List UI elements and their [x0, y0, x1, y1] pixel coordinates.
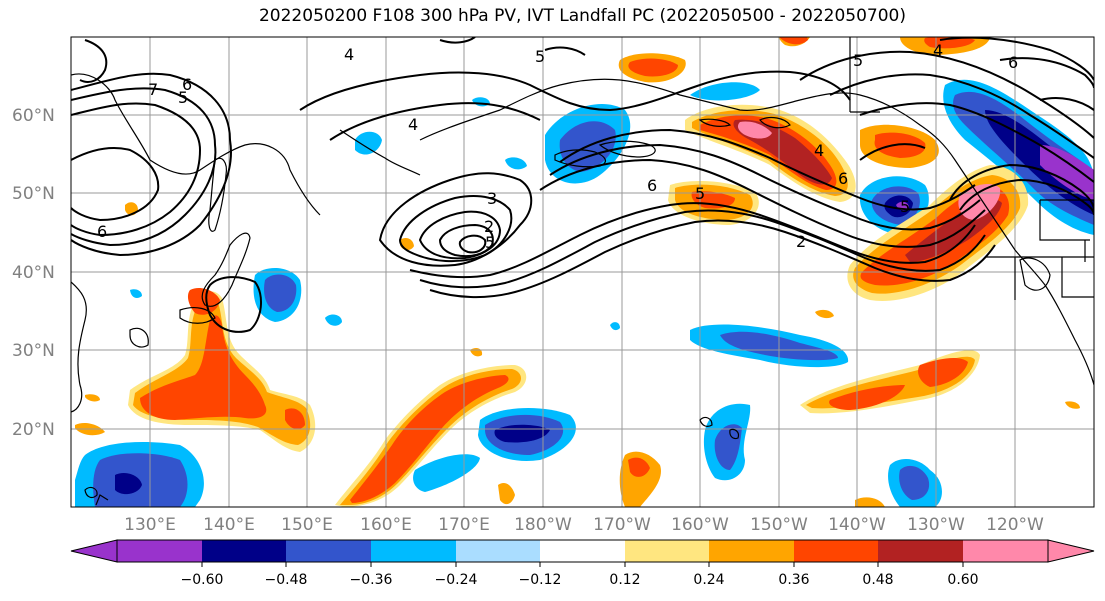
- colorbar-tick-label: −0.24: [435, 572, 478, 588]
- colorbar-tick-label: −0.12: [519, 572, 562, 588]
- colorbar-tick-label: −0.60: [181, 572, 224, 588]
- colorbar-segment: [709, 540, 794, 562]
- contour-label: 4: [408, 115, 418, 134]
- map-title: 2022050200 F108 300 hPa PV, IVT Landfall…: [258, 6, 906, 26]
- lat-label: 60°N: [12, 106, 55, 126]
- lon-label: 180°W: [514, 515, 572, 535]
- colorbar-tick-label: 0.12: [609, 572, 640, 588]
- lat-label: 20°N: [12, 420, 55, 440]
- lat-label: 40°N: [12, 263, 55, 283]
- colorbar-tick-label: 0.24: [693, 572, 724, 588]
- colorbar-segment: [117, 540, 202, 562]
- colorbar-segment: [286, 540, 371, 562]
- plot-frame: [70, 36, 1095, 508]
- contour-label: 6: [1008, 53, 1018, 72]
- lon-label: 150°E: [281, 515, 333, 535]
- colorbar-segment: [963, 540, 1048, 562]
- coastlines: [71, 37, 1094, 506]
- longitude-labels: 130°E 140°E 150°E 160°E 170°E 180°W 170°…: [124, 515, 1044, 535]
- contour-label: 5: [535, 47, 545, 66]
- shaded-field: [75, 37, 1094, 507]
- lon-label: 120°W: [986, 515, 1044, 535]
- colorbar: −0.60 −0.48 −0.36 −0.24 −0.12 0.12 0.24 …: [70, 539, 1095, 588]
- lon-label: 140°W: [828, 515, 886, 535]
- lon-label: 170°W: [593, 515, 651, 535]
- colorbar-extend-high: [1047, 539, 1095, 563]
- contour-label: 6: [647, 176, 657, 195]
- contour-labels: 7 6 5 4 5 4 3 2 5 6 5 4 6 5 4 5 6 2 6: [97, 41, 1018, 252]
- contour-label: 2: [484, 217, 494, 236]
- contour-label: 5: [178, 88, 188, 107]
- colorbar-tick-label: 0.36: [778, 572, 809, 588]
- colorbar-segment: [794, 540, 878, 562]
- contour-label: 5: [485, 233, 495, 252]
- contour-label: 5: [900, 197, 910, 216]
- contour-label: 6: [838, 169, 848, 188]
- positive-anomaly-regions: [75, 37, 1080, 507]
- contour-label: 4: [344, 45, 354, 64]
- contour-label: 4: [814, 141, 824, 160]
- lon-label: 130°W: [907, 515, 965, 535]
- colorbar-tick-label: −0.36: [350, 572, 393, 588]
- colorbar-segment: [202, 540, 286, 562]
- lon-label: 130°E: [124, 515, 176, 535]
- latitude-labels: 60°N 50°N 40°N 30°N 20°N: [12, 106, 55, 440]
- colorbar-tick-label: 0.48: [862, 572, 893, 588]
- contour-label: 5: [853, 51, 863, 70]
- contour-lines: [71, 37, 1094, 333]
- colorbar-tick-label: 0.60: [947, 572, 978, 588]
- negative-anomaly-regions: [75, 79, 1094, 507]
- contour-label: 3: [487, 189, 497, 208]
- lon-label: 160°W: [671, 515, 729, 535]
- lon-label: 160°E: [360, 515, 412, 535]
- colorbar-segment: [878, 540, 963, 562]
- colorbar-segment: [456, 540, 540, 562]
- contour-label: 2: [796, 232, 806, 251]
- contour-label: 6: [182, 75, 192, 94]
- lon-label: 170°E: [438, 515, 490, 535]
- contour-label: 6: [97, 222, 107, 241]
- colorbar-segment: [371, 540, 456, 562]
- contour-label: 5: [695, 184, 705, 203]
- lat-label: 30°N: [12, 341, 55, 361]
- contour-label: 4: [933, 41, 943, 60]
- colorbar-segment: [540, 540, 625, 562]
- lat-label: 50°N: [12, 184, 55, 204]
- lon-label: 140°E: [203, 515, 255, 535]
- lon-label: 150°W: [750, 515, 808, 535]
- colorbar-frame: [116, 539, 1049, 563]
- colorbar-extend-low: [70, 539, 118, 563]
- colorbar-segment: [625, 540, 709, 562]
- contour-label: 7: [148, 80, 158, 99]
- colorbar-tick-label: −0.48: [265, 572, 308, 588]
